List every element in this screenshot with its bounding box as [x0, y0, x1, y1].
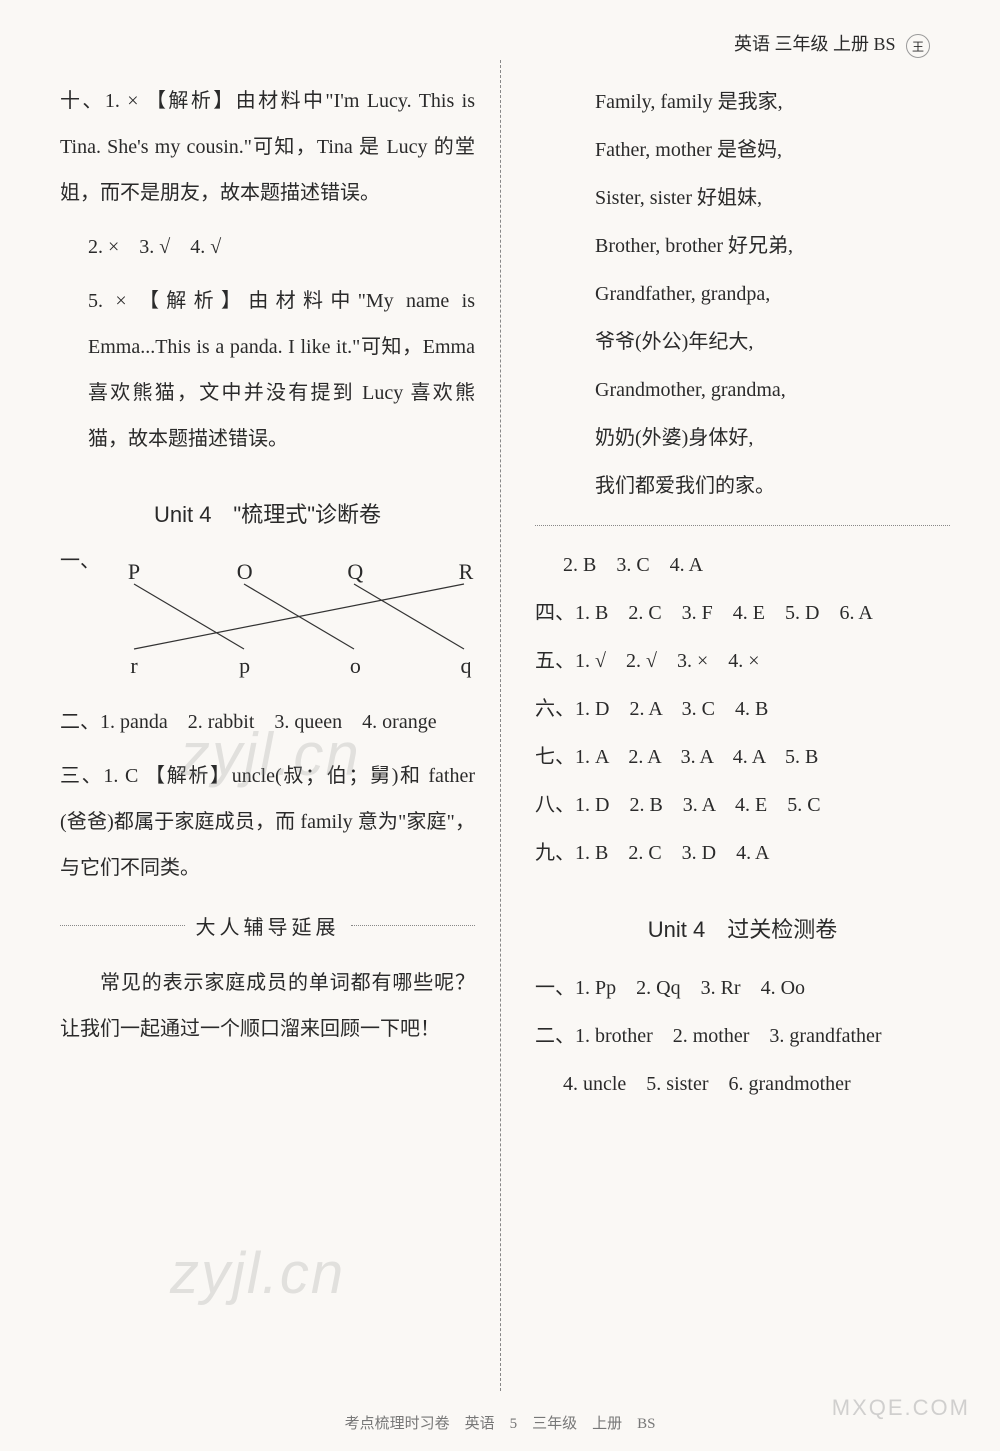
q10-5-text: 由材料中"My name is Emma...This is a panda. …	[88, 290, 475, 450]
q10-item1: 十、1. × 【解析】由材料中"I'm Lucy. This is Tina. …	[60, 78, 475, 216]
match-bot-2: o	[341, 653, 369, 679]
header-subject: 英语	[734, 34, 770, 54]
match-bot-row: r p o q	[120, 653, 480, 679]
q10-items-234: 2. × 3. √ 4. √	[60, 224, 475, 270]
q3-prefix: 三、1. C	[60, 765, 138, 787]
q10-1-tag: 【解析】	[146, 90, 236, 112]
q1-matching: 一、 P O Q R r p o q	[60, 549, 475, 699]
unit4-pass-title: Unit 4 过关检测卷	[535, 912, 950, 944]
header-grade: 三年级	[774, 34, 828, 54]
page-header: 英语 三年级 上册 BS 王	[60, 30, 950, 58]
dotted-separator	[535, 525, 950, 526]
header-volume: 上册	[833, 34, 869, 54]
header-badge-icon: 王	[906, 34, 930, 58]
right-column: Family, family 是我家, Father, mother 是爸妈, …	[520, 78, 950, 1108]
poem-3: Brother, brother 好兄弟,	[535, 222, 950, 270]
poem-0: Family, family 是我家,	[535, 78, 950, 126]
ans-q4: 四、1. B 2. C 3. F 4. E 5. D 6. A	[535, 589, 950, 637]
q10-5-prefix: 5. ×	[88, 290, 127, 312]
q2-items: 1. panda 2. rabbit 3. queen 4. orange	[100, 711, 437, 733]
q3-block: 三、1. C 【解析】uncle(叔；伯；舅)和 father (爸爸)都属于家…	[60, 753, 475, 891]
left-column: 十、1. × 【解析】由材料中"I'm Lucy. This is Tina. …	[60, 78, 490, 1108]
match-bot-0: r	[120, 653, 148, 679]
header-edition: BS	[873, 34, 895, 54]
poem-5: 爷爷(外公)年纪大,	[535, 318, 950, 366]
poem-4: Grandfather, grandpa,	[535, 270, 950, 318]
page-footer: 考点梳理时习卷 英语 5 三年级 上册 BS	[0, 1412, 1000, 1433]
ans-q9: 九、1. B 2. C 3. D 4. A	[535, 829, 950, 877]
q3-tag: 【解析】	[145, 765, 232, 787]
q10-5-tag: 【解析】	[139, 290, 248, 312]
ans-q8: 八、1. D 2. B 3. A 4. E 5. C	[535, 781, 950, 829]
pass-q2b: 4. uncle 5. sister 6. grandmother	[535, 1060, 950, 1108]
extension-body: 常见的表示家庭成员的单词都有哪些呢？让我们一起通过一个顺口溜来回顾一下吧！	[60, 960, 475, 1052]
ans-q7: 七、1. A 2. A 3. A 4. A 5. B	[535, 733, 950, 781]
content-columns: 十、1. × 【解析】由材料中"I'm Lucy. This is Tina. …	[60, 78, 950, 1108]
q1-prefix: 一、	[60, 549, 100, 699]
q2-prefix: 二、	[60, 711, 100, 733]
match-bot-3: q	[452, 653, 480, 679]
match-bot-1: p	[231, 653, 259, 679]
watermark-2: zyjl.cn	[170, 1240, 345, 1307]
q2-line: 二、1. panda 2. rabbit 3. queen 4. orange	[60, 699, 475, 745]
poem-1: Father, mother 是爸妈,	[535, 126, 950, 174]
q10-1-prefix: 十、1. ×	[60, 90, 139, 112]
ans-q6: 六、1. D 2. A 3. C 4. B	[535, 685, 950, 733]
column-divider	[500, 60, 501, 1391]
match-lines	[120, 574, 500, 664]
poem-7: 奶奶(外婆)身体好,	[535, 414, 950, 462]
pass-q1: 一、1. Pp 2. Qq 3. Rr 4. Oo	[535, 964, 950, 1012]
extension-title: 大人辅导延展	[60, 911, 475, 940]
unit4-diagnostic-title: Unit 4 "梳理式"诊断卷	[60, 497, 475, 529]
poem-8: 我们都爱我们的家。	[535, 462, 950, 510]
ans-234: 2. B 3. C 4. A	[535, 541, 950, 589]
pass-q2a: 二、1. brother 2. mother 3. grandfather	[535, 1012, 950, 1060]
q10-item5: 5. × 【解析】由材料中"My name is Emma...This is …	[60, 278, 475, 462]
poem-2: Sister, sister 好姐妹,	[535, 174, 950, 222]
poem-6: Grandmother, grandma,	[535, 366, 950, 414]
extension-title-text: 大人辅导延展	[186, 917, 350, 939]
ans-q5: 五、1. √ 2. √ 3. × 4. ×	[535, 637, 950, 685]
